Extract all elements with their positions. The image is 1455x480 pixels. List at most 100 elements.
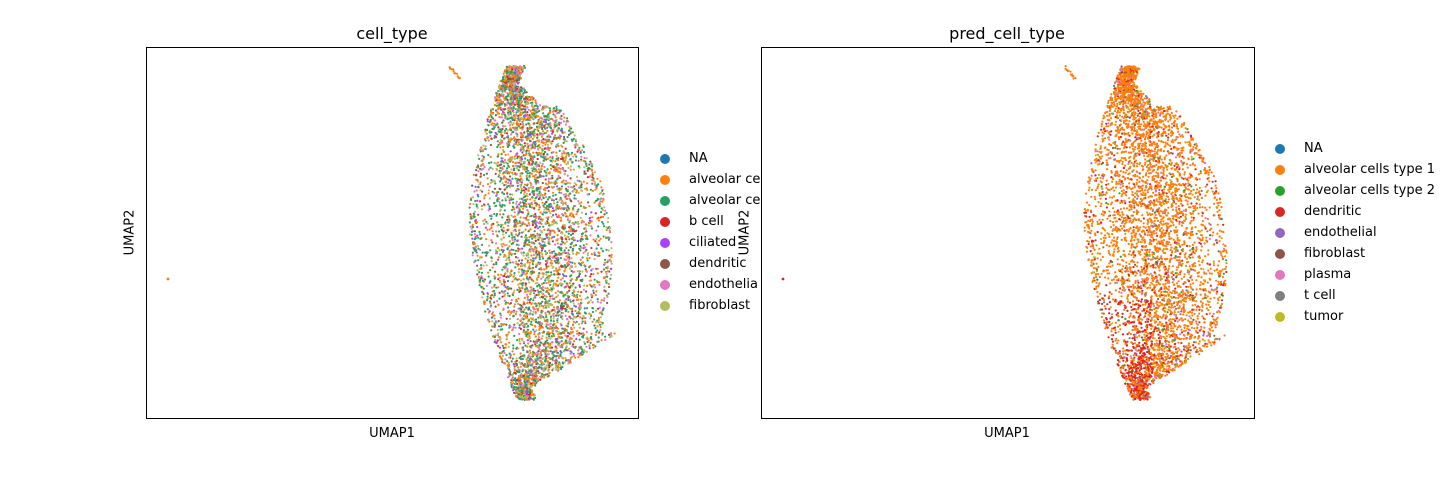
scatter-point <box>546 259 549 262</box>
scatter-point <box>519 163 522 166</box>
scatter-point <box>578 180 581 183</box>
scatter-point <box>575 191 578 194</box>
scatter-point <box>554 310 557 313</box>
scatter-point <box>501 110 505 114</box>
scatter-point <box>606 270 609 273</box>
scatter-point <box>496 95 499 98</box>
scatter-point <box>554 366 557 369</box>
scatter-point <box>517 268 521 271</box>
scatter-point <box>507 331 510 334</box>
scatter-point <box>596 254 599 257</box>
scatter-point <box>568 257 571 261</box>
scatter-point <box>555 306 559 309</box>
scatter-point <box>528 126 531 129</box>
scatter-point <box>494 270 497 273</box>
scatter-point <box>500 225 503 228</box>
scatter-point <box>490 260 493 263</box>
scatter-point <box>545 271 548 274</box>
scatter-point <box>504 199 507 202</box>
scatter-point <box>596 267 599 270</box>
scatter-point <box>515 202 518 205</box>
scatter-point <box>613 332 616 335</box>
scatter-point <box>519 379 522 382</box>
scatter-point <box>541 292 544 295</box>
scatter-point <box>552 130 555 133</box>
scatter-point <box>515 260 518 263</box>
scatter-point <box>518 326 521 329</box>
scatter-point <box>596 298 599 301</box>
scatter-point <box>546 276 549 279</box>
scatter-point <box>588 283 592 286</box>
scatter-point <box>578 146 581 149</box>
scatter-point <box>535 305 538 308</box>
scatter-point <box>604 338 607 341</box>
scatter-point <box>526 328 530 331</box>
scatter-point <box>499 94 502 97</box>
scatter-point <box>484 145 487 148</box>
scatter-point <box>486 183 490 186</box>
scatter-point <box>533 292 536 295</box>
scatter-point <box>600 207 603 210</box>
scatter-point <box>569 243 572 246</box>
scatter-point <box>597 318 600 322</box>
scatter-point <box>477 213 480 216</box>
scatter-point <box>610 273 613 277</box>
scatter-point <box>525 224 529 227</box>
scatter-point <box>497 153 500 156</box>
scatter-point <box>602 222 605 225</box>
scatter-point <box>572 352 575 355</box>
scatter-point <box>542 281 545 285</box>
scatter-point <box>524 223 527 226</box>
scatter-point <box>537 353 541 356</box>
scatter-point <box>535 341 538 345</box>
scatter-point <box>601 215 605 219</box>
scatter-point <box>498 230 501 233</box>
scatter-point <box>496 224 499 227</box>
scatter-point <box>548 366 551 369</box>
scatter-point <box>542 120 545 123</box>
scatter-point <box>517 165 520 168</box>
scatter-point <box>525 216 528 219</box>
scatter-point <box>520 265 523 268</box>
scatter-point <box>509 325 512 328</box>
scatter-point <box>578 338 581 341</box>
scatter-point <box>594 240 597 243</box>
scatter-point <box>521 389 524 393</box>
scatter-point <box>560 356 563 359</box>
scatter-point <box>510 198 513 201</box>
scatter-point <box>528 249 531 252</box>
scatter-point <box>514 256 518 259</box>
scatter-point <box>595 290 598 293</box>
scatter-point <box>519 201 522 204</box>
scatter-point <box>518 231 521 235</box>
scatter-point <box>548 249 551 252</box>
scatter-point <box>555 112 558 115</box>
scatter-point <box>488 120 491 123</box>
scatter-point <box>532 192 535 195</box>
scatter-point <box>568 221 571 224</box>
scatter-point <box>555 325 558 328</box>
scatter-point <box>556 178 559 181</box>
scatter-point <box>570 233 573 237</box>
scatter-point <box>559 187 562 190</box>
scatter-point <box>567 331 570 335</box>
scatter-point <box>512 122 515 125</box>
scatter-point <box>581 149 584 152</box>
scatter-point <box>551 309 554 312</box>
scatter-point <box>519 172 522 175</box>
scatter-point <box>596 307 600 310</box>
scatter-point <box>551 358 554 361</box>
scatter-point <box>601 332 604 335</box>
scatter-point <box>513 274 516 277</box>
scatter-point <box>549 212 552 215</box>
scatter-point <box>513 272 516 275</box>
scatter-point <box>529 397 532 400</box>
scatter-point <box>523 269 526 272</box>
scatter-point <box>502 95 505 98</box>
scatter-point <box>600 211 603 214</box>
scatter-point <box>594 293 597 297</box>
scatter-point <box>593 278 596 281</box>
scatter-point <box>531 237 534 240</box>
scatter-point <box>507 254 510 257</box>
scatter-point <box>473 190 476 193</box>
